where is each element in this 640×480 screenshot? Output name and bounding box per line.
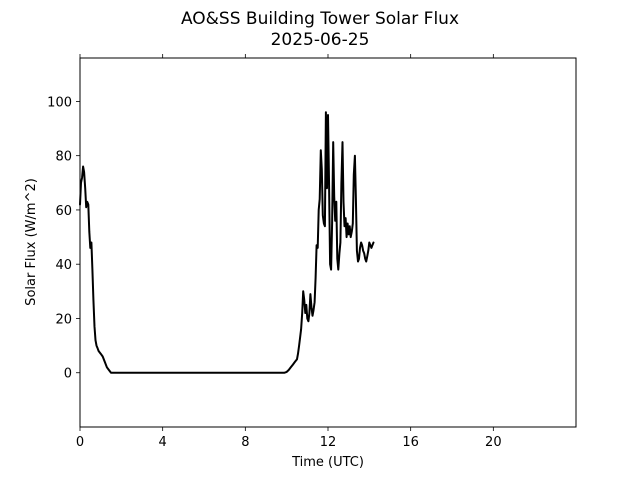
y-tick-label: 80 xyxy=(55,150,72,165)
x-tick-label: 20 xyxy=(485,435,502,450)
x-axis-label: Time (UTC) xyxy=(291,455,364,470)
axis-ticks xyxy=(76,54,494,431)
x-tick-label: 8 xyxy=(241,435,249,450)
y-tick-label: 40 xyxy=(55,258,72,273)
plot-frame xyxy=(79,57,577,428)
y-tick-label: 0 xyxy=(64,367,72,382)
y-tick-label: 100 xyxy=(47,95,72,110)
x-tick-label: 4 xyxy=(159,435,167,450)
y-tick-label: 60 xyxy=(55,204,72,219)
x-tick-label: 12 xyxy=(320,435,337,450)
chart-title: AO&SS Building Tower Solar Flux xyxy=(181,9,459,29)
chart-subtitle: 2025-06-25 xyxy=(271,30,370,50)
y-axis-label: Solar Flux (W/m^2) xyxy=(24,178,39,306)
x-tick-label: 0 xyxy=(76,435,84,450)
x-tick-label: 16 xyxy=(402,435,419,450)
y-tick-label: 20 xyxy=(55,312,72,327)
axis-tick-labels: 0 4 8 12 16 20 0 20 40 60 80 100 xyxy=(47,95,501,450)
solar-flux-line xyxy=(79,111,375,374)
